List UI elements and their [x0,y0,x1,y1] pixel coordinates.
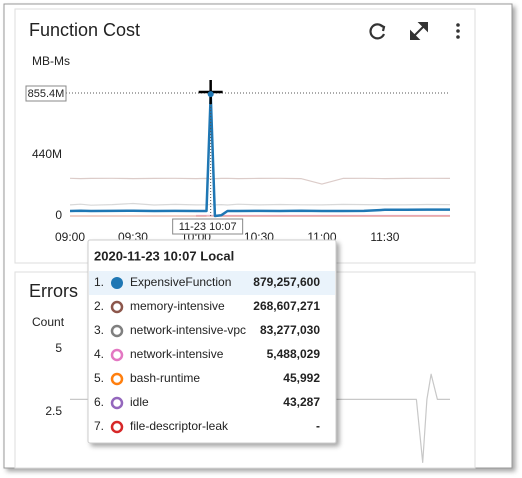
y-tick-label: 5 [55,341,62,355]
y-axis-label: MB-Ms [32,54,70,68]
series-swatch [110,372,124,386]
tooltip [87,239,337,444]
hover-point [207,91,214,98]
tooltip-series-name: file-descriptor-leak [130,419,229,433]
series-swatch [110,324,124,338]
y-tick-label: 440M [32,147,62,161]
y-tick-label: 0 [55,208,62,222]
tooltip-index: 5. [94,371,104,385]
panel-title: Errors [29,281,78,301]
crosshair-y-box [25,85,67,102]
menu-icon[interactable] [456,23,460,39]
tooltip-row-highlight [89,271,335,295]
series-line [70,202,450,206]
tooltip-index: 6. [94,395,104,409]
panel [14,8,476,264]
series-swatch [110,396,124,410]
tooltip-value: 43,287 [283,395,320,409]
x-tick-label: 11:30 [370,230,399,244]
tooltip-series-name: network-intensive [130,347,224,361]
tooltip-index: 4. [94,347,104,361]
series-swatch [110,348,124,362]
series-swatch [110,420,124,434]
tooltip-index: 1. [94,275,104,289]
tooltip-series-name: bash-runtime [130,371,200,385]
panel-title: Function Cost [29,20,140,40]
y-axis-label: Count [32,315,65,329]
tooltip-index: 2. [94,299,104,313]
crosshair-y-label: 855.4M [28,88,65,100]
series-line [70,177,450,185]
tooltip-value: 268,607,271 [253,299,320,313]
tooltip-value: 5,488,029 [267,347,321,361]
tooltip-series-name: network-intensive-vpc [130,323,246,337]
tooltip-value: 45,992 [283,371,320,385]
tooltip-series-name: idle [130,395,149,409]
tooltip-series-name: memory-intensive [130,299,225,313]
tooltip-value: 879,257,600 [253,275,320,289]
tooltip-index: 7. [94,419,104,433]
series-line [70,92,450,218]
tooltip-value: - [316,419,320,433]
tooltip-value: 83,277,030 [260,323,320,337]
tooltip-title: 2020-11-23 10:07 Local [94,248,234,263]
series-swatch [110,300,124,314]
crosshair-x-box [172,218,244,235]
plot-lines [70,92,450,218]
crosshair-x-label: 11-23 10:07 [179,221,237,233]
y-tick-label: 2.5 [45,404,62,418]
refresh-icon[interactable] [369,23,386,40]
x-tick-label: 09:00 [55,230,85,244]
expand-icon[interactable] [410,22,428,40]
tooltip-series-name: ExpensiveFunction [130,275,231,289]
series-swatch [111,277,123,289]
tooltip-index: 3. [94,323,104,337]
